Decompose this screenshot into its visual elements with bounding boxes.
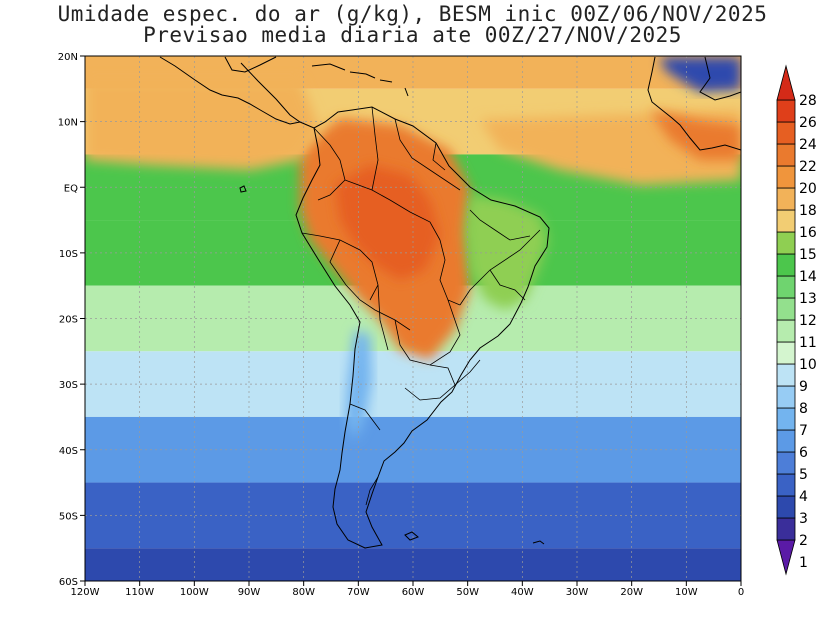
- colorbar-swatch: [776, 539, 796, 576]
- colorbar-swatch: [776, 209, 796, 233]
- colorbar-label: 5: [799, 467, 808, 483]
- colorbar-swatch: [776, 165, 796, 189]
- lon-tick-label: 60W: [402, 587, 425, 598]
- colorbar-swatch: [776, 495, 796, 519]
- colorbar-swatch: [776, 517, 796, 541]
- colorbar-label: 15: [799, 247, 817, 263]
- colorbar-label: 4: [799, 489, 808, 505]
- lat-tick-label: 40S: [59, 446, 78, 457]
- lon-tick-label: 120W: [71, 587, 100, 598]
- colorbar-swatch: [776, 99, 796, 123]
- lon-tick-label: 70W: [347, 587, 370, 598]
- colorbar-swatch: [776, 253, 796, 277]
- graticule: [85, 56, 741, 581]
- colorbar-label: 6: [799, 445, 808, 461]
- lat-tick-label: 60S: [59, 577, 78, 588]
- colorbar-label: 2: [799, 533, 808, 549]
- lat-tick-label: 20S: [59, 315, 78, 326]
- lon-tick-label: 50W: [456, 587, 479, 598]
- colorbar-swatch: [776, 187, 796, 211]
- chart-title-line1: Umidade espec. do ar (g/kg), BESM inic 0…: [57, 2, 768, 26]
- colorbar-swatch: [776, 319, 796, 343]
- colorbar-label: 12: [799, 313, 817, 329]
- colorbar-swatch: [776, 341, 796, 365]
- country-borders: [301, 106, 541, 506]
- colorbar-label: 3: [799, 511, 808, 527]
- colorbar-label: 28: [799, 93, 817, 109]
- colorbar-swatch: [776, 231, 796, 255]
- lon-tick-label: 0: [738, 587, 744, 598]
- colorbar-swatch: [776, 473, 796, 497]
- colorbar-swatch: [776, 297, 796, 321]
- colorbar-label: 10: [799, 357, 817, 373]
- field-region-sahara: [660, 57, 741, 92]
- colorbar-label: 14: [799, 269, 817, 285]
- colorbar-swatch: [776, 385, 796, 409]
- lon-tick-label: 20W: [620, 587, 643, 598]
- colorbar-label: 13: [799, 291, 817, 307]
- africa-coastline: [647, 56, 741, 151]
- colorbar-swatch: [776, 407, 796, 431]
- central-america-coastline: [159, 56, 301, 125]
- colorbar-label: 18: [799, 203, 817, 219]
- lon-tick-label: 100W: [180, 587, 209, 598]
- south-america-coastline: [240, 62, 550, 549]
- colorbar-label: 7: [799, 423, 808, 439]
- colorbar-swatch: [776, 429, 796, 453]
- caribbean-islands: [311, 63, 409, 97]
- lon-tick-label: 30W: [566, 587, 589, 598]
- colorbar-swatch: [776, 451, 796, 475]
- chart-title-line2: Previsao media diaria ate 00Z/27/NOV/202…: [143, 23, 682, 47]
- lon-tick-label: 80W: [292, 587, 315, 598]
- lat-tick-label: 10N: [58, 118, 78, 129]
- south-georgia: [532, 540, 545, 545]
- colorbar-label: 20: [799, 181, 817, 197]
- colorbar-swatch: [776, 121, 796, 145]
- colorbar-swatch: [776, 363, 796, 387]
- colorbar-label: 8: [799, 401, 808, 417]
- colorbar-label: 22: [799, 159, 817, 175]
- lon-tick-label: 40W: [511, 587, 534, 598]
- colorbar-label: 9: [799, 379, 808, 395]
- lat-tick-label: 50S: [59, 511, 78, 522]
- lat-tick-label: 30S: [59, 380, 78, 391]
- colorbar-label: 16: [799, 225, 817, 241]
- falklands: [404, 531, 419, 541]
- colorbar-swatch: [776, 275, 796, 299]
- coastlines: [159, 56, 741, 549]
- colorbar-swatch: [776, 143, 796, 167]
- lon-tick-label: 110W: [125, 587, 154, 598]
- colorbar-label: 11: [799, 335, 817, 351]
- colorbar-swatch: [776, 64, 796, 101]
- field-region-andes-dry: [345, 330, 372, 440]
- colorbar-label: 1: [799, 555, 808, 571]
- colorbar-label: 24: [799, 137, 817, 153]
- lon-tick-label: 90W: [238, 587, 261, 598]
- galapagos: [239, 185, 247, 193]
- colorbar-label: 26: [799, 115, 817, 131]
- lat-tick-label: EQ: [64, 183, 78, 194]
- lat-tick-label: 10S: [59, 249, 78, 260]
- lon-tick-label: 10W: [675, 587, 698, 598]
- lat-tick-label: 20N: [58, 52, 78, 63]
- field-band: [85, 548, 741, 581]
- field-region-west-africa: [650, 110, 741, 160]
